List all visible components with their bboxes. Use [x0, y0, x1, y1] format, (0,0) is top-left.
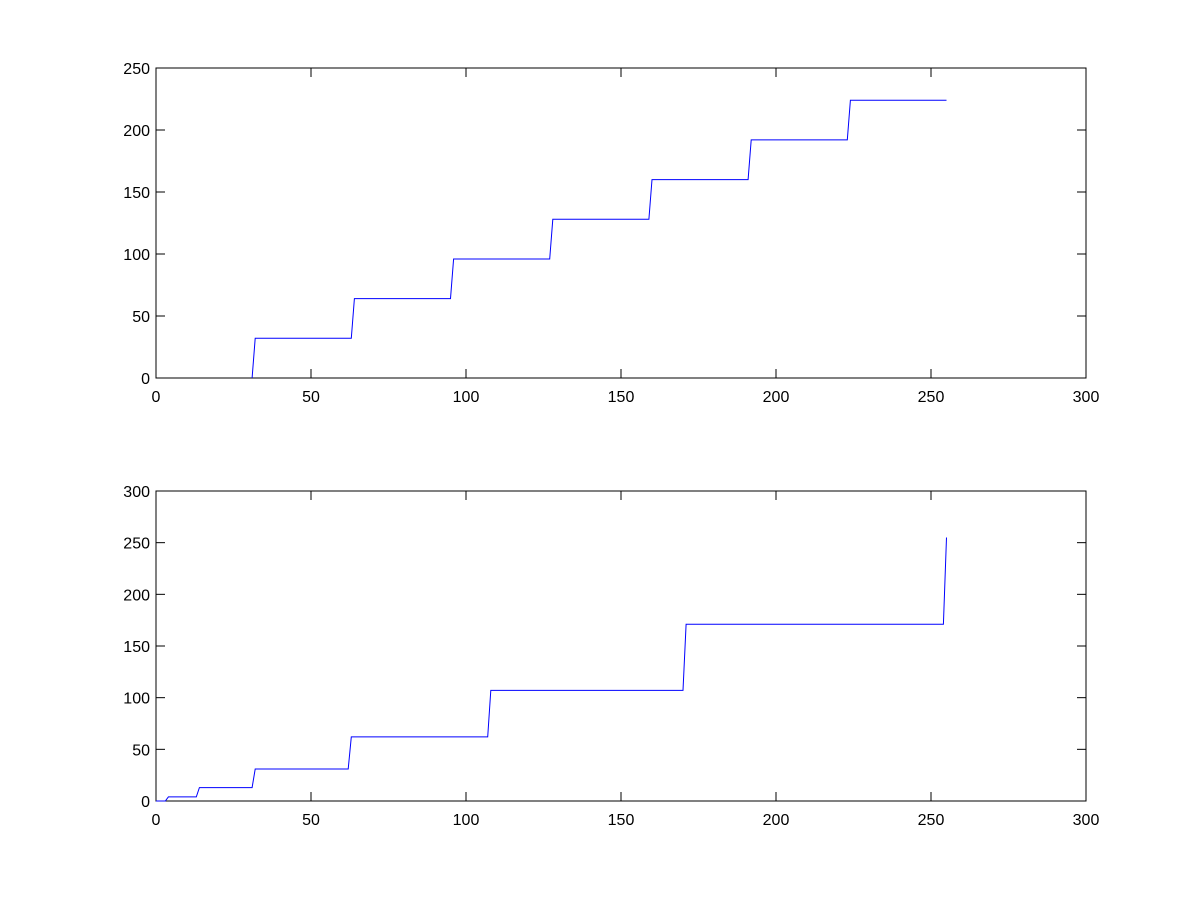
- y-tick-label: 50: [132, 742, 150, 759]
- y-tick-label: 100: [123, 691, 150, 708]
- axes-top: 0 50 100 150 200 250 300 0 50 100 150 200 250: [123, 61, 1099, 406]
- series-line: [156, 537, 947, 802]
- y-tick-label: 0: [141, 371, 150, 388]
- x-tick-label: 250: [918, 389, 945, 406]
- plot-area: [155, 67, 1087, 379]
- y-tick-label: 250: [123, 536, 150, 553]
- x-tick-label: 300: [1073, 812, 1100, 829]
- x-tick-label: 150: [608, 389, 635, 406]
- x-tick-label: 200: [763, 389, 790, 406]
- y-tick-label: 0: [141, 794, 150, 811]
- x-tick-label: 300: [1073, 389, 1100, 406]
- axes-bottom: 0 50 100 150 200 250 300 0 50 100 150 200 250 300: [123, 484, 1099, 829]
- y-tick-label: 100: [123, 247, 150, 264]
- x-tick-label: 50: [302, 389, 320, 406]
- y-tick-label: 150: [123, 639, 150, 656]
- plot-area: [155, 490, 1087, 802]
- y-tick-label: 250: [123, 61, 150, 78]
- y-tick-label: 200: [123, 123, 150, 140]
- y-tick-label: 300: [123, 484, 150, 501]
- series-line: [251, 99, 947, 379]
- y-tick-label: 150: [123, 185, 150, 202]
- x-tick-label: 0: [152, 812, 161, 829]
- x-tick-label: 100: [453, 389, 480, 406]
- y-tick-label: 200: [123, 587, 150, 604]
- y-tick-label: 50: [132, 309, 150, 326]
- x-tick-label: 100: [453, 812, 480, 829]
- x-tick-label: 50: [302, 812, 320, 829]
- x-tick-label: 200: [763, 812, 790, 829]
- x-tick-label: 150: [608, 812, 635, 829]
- x-tick-label: 0: [152, 389, 161, 406]
- x-tick-label: 250: [918, 812, 945, 829]
